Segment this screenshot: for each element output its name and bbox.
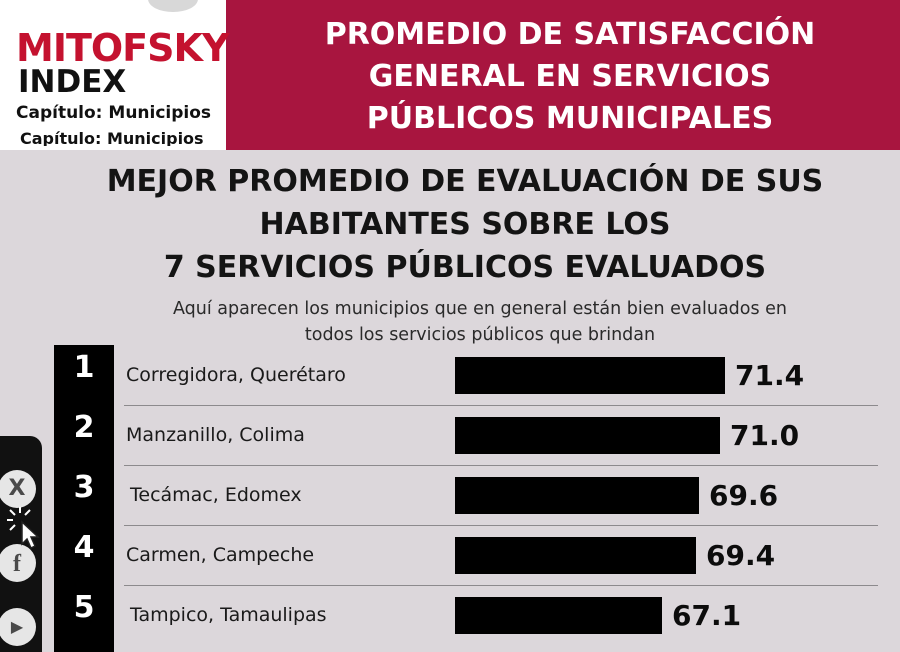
value-label: 71.4: [735, 359, 805, 392]
subtitle-line: todos los servicios públicos que brindan: [304, 325, 656, 345]
value-label: 71.0: [730, 419, 800, 452]
header-title-line: PÚBLICOS MUNICIPALES: [366, 101, 774, 136]
category-label: Tampico, Tamaulipas: [130, 604, 327, 626]
rank-column: 1 2 3 4 5: [54, 345, 114, 652]
social-share-bar: X f ▶: [0, 436, 42, 652]
rank-number: 2: [73, 410, 95, 445]
logo-index: INDEX: [18, 64, 127, 100]
header-title-line: GENERAL EN SERVICIOS: [368, 59, 772, 94]
rank-number: 3: [73, 470, 95, 505]
row-divider: [124, 465, 878, 466]
header-banner: MITOFSKY INDEX Capítulo: Municipios Capí…: [0, 0, 900, 150]
category-label: Tecámac, Edomex: [130, 484, 302, 506]
chart-title-line: HABITANTES SOBRE LOS: [259, 207, 671, 242]
row-divider: [124, 405, 878, 406]
mitofsky-logo: MITOFSKY INDEX Capítulo: Municipios Capí…: [0, 0, 229, 150]
bar: [455, 597, 662, 634]
logo-brand: MITOFSKY: [16, 26, 229, 70]
category-label: Manzanillo, Colima: [126, 424, 305, 446]
logo-decoration: [148, 0, 198, 12]
chart-title: MEJOR PROMEDIO DE EVALUACIÓN DE SUS HABI…: [40, 160, 890, 289]
chart-subtitle: Aquí aparecen los municipios que en gene…: [100, 296, 860, 348]
youtube-icon[interactable]: ▶: [0, 608, 36, 646]
facebook-icon[interactable]: f: [0, 544, 36, 582]
bar: [455, 477, 699, 514]
header-title: PROMEDIO DE SATISFACCIÓN GENERAL EN SERV…: [250, 14, 890, 140]
bar: [455, 537, 696, 574]
rank-number: 4: [73, 530, 95, 565]
bar: [455, 417, 720, 454]
value-label: 69.4: [706, 539, 776, 572]
row-divider: [124, 585, 878, 586]
chart-title-line: MEJOR PROMEDIO DE EVALUACIÓN DE SUS: [106, 164, 824, 199]
logo-chapter: Capítulo: Municipios: [16, 103, 212, 123]
rank-number: 5: [73, 590, 95, 625]
chart-title-line: 7 SERVICIOS PÚBLICOS EVALUADOS: [163, 250, 767, 285]
category-label: Corregidora, Querétaro: [126, 364, 346, 386]
subtitle-line: Aquí aparecen los municipios que en gene…: [172, 299, 788, 319]
bar: [455, 357, 725, 394]
x-icon[interactable]: X: [0, 470, 36, 508]
header-title-line: PROMEDIO DE SATISFACCIÓN: [324, 17, 816, 52]
rank-number: 1: [73, 350, 95, 385]
value-label: 67.1: [672, 599, 742, 632]
mouse-cursor-icon: [7, 507, 40, 550]
logo-chapter-duplicate: Capítulo: Municipios: [20, 131, 204, 146]
value-label: 69.6: [709, 479, 779, 512]
row-divider: [124, 525, 878, 526]
category-label: Carmen, Campeche: [126, 544, 315, 566]
